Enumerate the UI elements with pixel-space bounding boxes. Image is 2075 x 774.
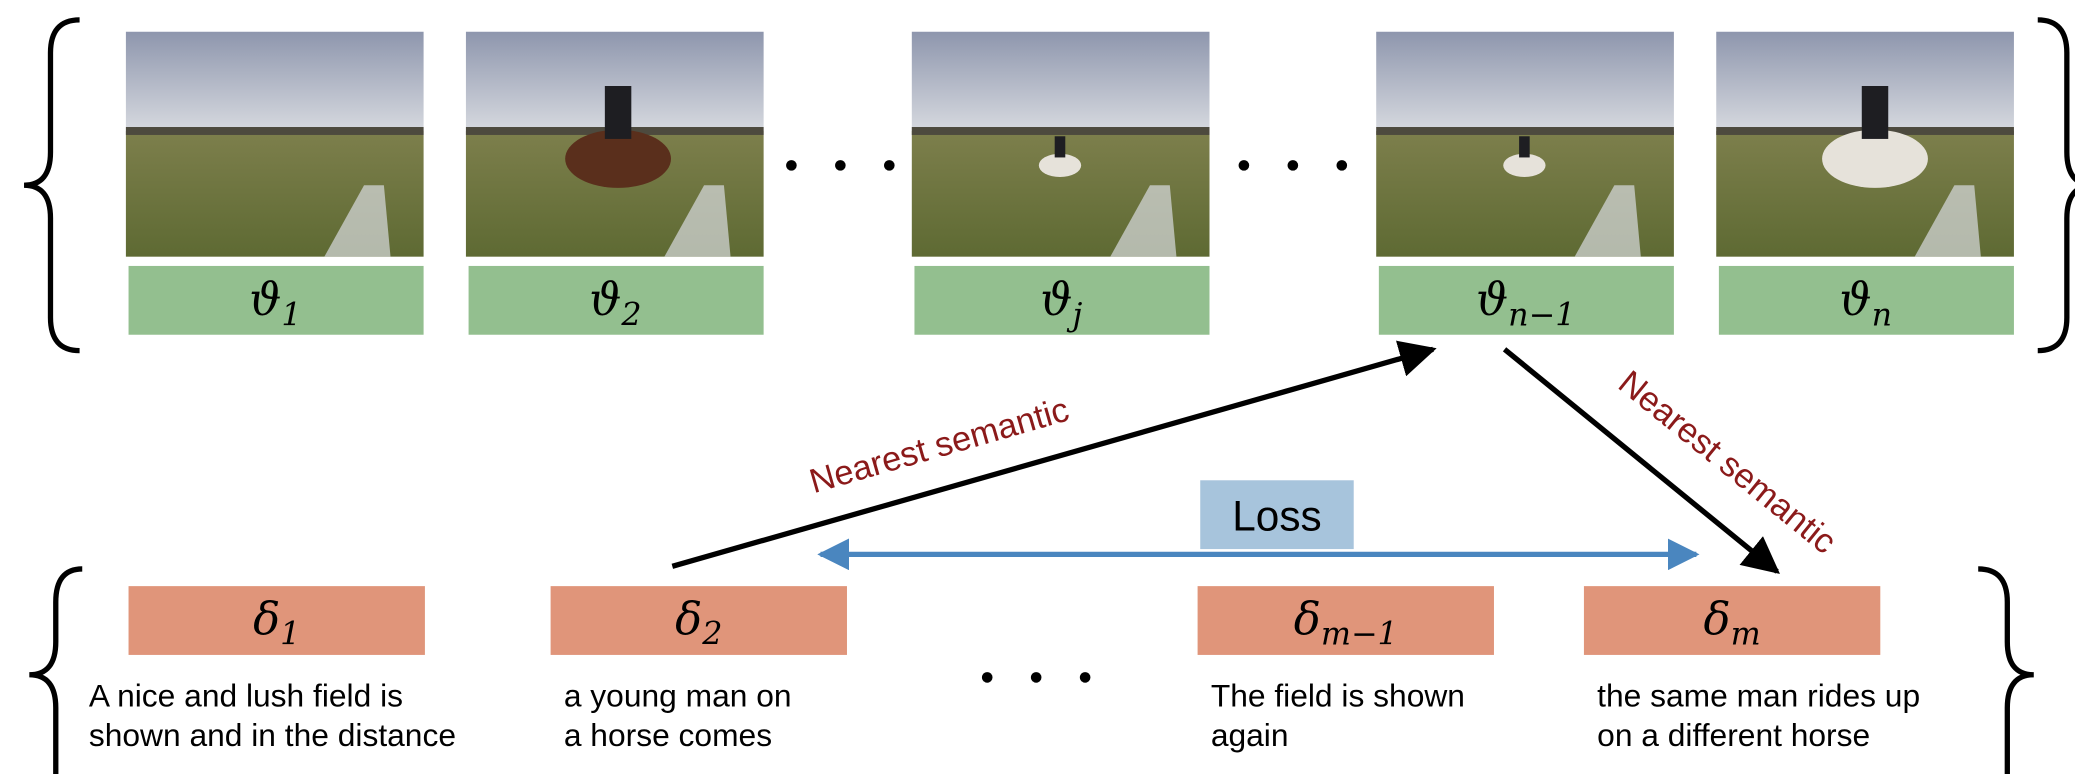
tree-line bbox=[1376, 127, 1674, 135]
figure: Loss Nearest semantic Nearest semantic ϑ… bbox=[0, 0, 2075, 774]
subscript: 1 bbox=[280, 616, 300, 652]
brace bbox=[29, 569, 82, 774]
symbol: δ bbox=[675, 592, 702, 645]
caption: shown and in the distance bbox=[89, 717, 456, 753]
symbol: ϑ bbox=[589, 273, 621, 326]
caption: a young man on bbox=[564, 678, 792, 714]
rider bbox=[1055, 136, 1066, 157]
rider bbox=[605, 86, 631, 139]
rider bbox=[1862, 86, 1888, 139]
subscript: n−1 bbox=[1508, 297, 1575, 333]
brace bbox=[2038, 20, 2075, 351]
caption: on a different horse bbox=[1597, 717, 1870, 753]
brace bbox=[1978, 569, 2034, 774]
caption: the same man rides up bbox=[1597, 678, 1920, 714]
subscript: 1 bbox=[281, 297, 301, 333]
tree-line bbox=[912, 127, 1210, 135]
caption: A nice and lush field is bbox=[89, 678, 403, 714]
caption: The field is shown bbox=[1211, 678, 1465, 714]
caption: a horse comes bbox=[564, 717, 772, 753]
rider bbox=[1519, 136, 1530, 157]
brace bbox=[24, 20, 80, 351]
symbol: ϑ bbox=[249, 273, 281, 326]
symbol: ϑ bbox=[1839, 273, 1871, 326]
tree-line bbox=[126, 127, 424, 135]
sky bbox=[126, 32, 424, 131]
symbol: δ bbox=[1294, 592, 1321, 645]
symbol: δ bbox=[1704, 592, 1731, 645]
loss-label: Loss bbox=[1232, 493, 1321, 540]
sky bbox=[1376, 32, 1674, 131]
sky bbox=[912, 32, 1210, 131]
caption: again bbox=[1211, 717, 1289, 753]
subscript: n bbox=[1872, 297, 1892, 333]
symbol: ϑ bbox=[1040, 273, 1072, 326]
video-frame bbox=[1376, 32, 1674, 335]
subscript: m−1 bbox=[1321, 616, 1398, 652]
subscript: m bbox=[1731, 616, 1761, 652]
symbol: δ bbox=[253, 592, 280, 645]
subscript: 2 bbox=[701, 616, 722, 652]
symbol: ϑ bbox=[1476, 273, 1508, 326]
semantic-label: Nearest semantic bbox=[805, 391, 1073, 501]
subscript: 2 bbox=[620, 297, 641, 333]
